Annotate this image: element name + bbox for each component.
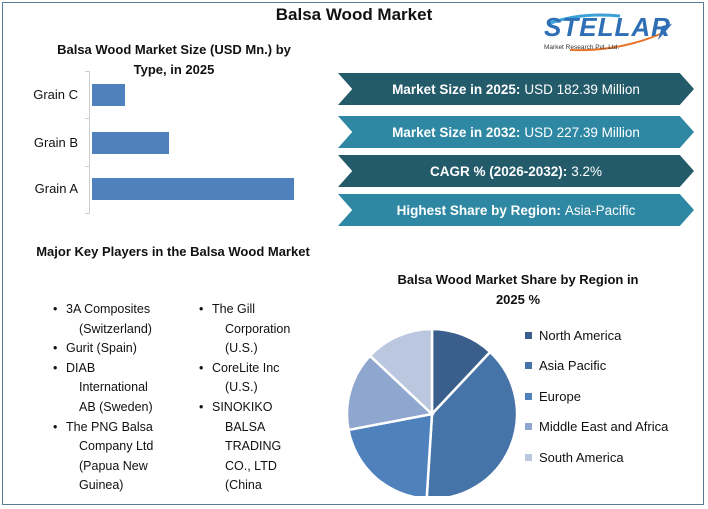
- legend-item-europe: Europe: [525, 381, 668, 412]
- list-item: CoreLite Inc(U.S.): [199, 359, 290, 398]
- pie-chart: [345, 327, 519, 496]
- bar-grain-b: [92, 132, 169, 154]
- legend-item-south-america: South America: [525, 442, 668, 473]
- arrow-swoosh-icon: [547, 13, 672, 52]
- banner-market-size-2032: Market Size in 2032: USD 227.39 Million: [338, 116, 694, 148]
- legend-item-middle-east-africa: Middle East and Africa: [525, 412, 668, 443]
- bar-label-grain-b: Grain B: [33, 135, 78, 150]
- page-title: Balsa Wood Market: [275, 5, 433, 24]
- logo-name: STELLAR: [544, 12, 671, 42]
- bar-label-grain-a: Grain A: [34, 181, 78, 196]
- legend-item-asia-pacific: Asia Pacific: [525, 351, 668, 382]
- pie-legend: North America Asia Pacific Europe Middle…: [525, 320, 668, 473]
- pie-slice: [368, 327, 434, 417]
- pie-chart-title: Balsa Wood Market Share by Region in 202…: [397, 272, 639, 307]
- logo-tagline: Market Research Pvt. Ltd.: [544, 44, 620, 51]
- axis-tick: [85, 118, 90, 119]
- stellar-logo: STELLAR Market Research Pvt. Ltd.: [540, 10, 680, 54]
- key-players-title: Major Key Players in the Balsa Wood Mark…: [36, 244, 310, 259]
- axis-tick: [85, 166, 90, 167]
- pie-slice: [347, 412, 434, 496]
- bar-grain-a: [92, 178, 294, 200]
- list-item: Gurit (Spain): [53, 339, 153, 359]
- key-players-column-1: 3A Composites(Switzerland) Gurit (Spain)…: [53, 300, 153, 496]
- banner-market-size-2025: Market Size in 2025: USD 182.39 Million: [338, 73, 694, 105]
- bar-grain-c: [92, 84, 125, 106]
- bar-chart-title: Balsa Wood Market Size (USD Mn.) by Type…: [57, 42, 291, 77]
- axis-tick: [85, 71, 90, 72]
- list-item: 3A Composites(Switzerland): [53, 300, 153, 339]
- banner-highest-share-region: Highest Share by Region: Asia-Pacific: [338, 194, 694, 226]
- bar-label-grain-c: Grain C: [33, 87, 78, 102]
- axis-tick: [85, 213, 90, 214]
- banner-cagr: CAGR % (2026-2032): 3.2%: [338, 155, 694, 187]
- legend-item-north-america: North America: [525, 320, 668, 351]
- pie-slice: [425, 350, 519, 496]
- pie-slice: [345, 354, 435, 432]
- infographic-frame: [2, 2, 704, 505]
- bar-chart-axis: [89, 71, 90, 214]
